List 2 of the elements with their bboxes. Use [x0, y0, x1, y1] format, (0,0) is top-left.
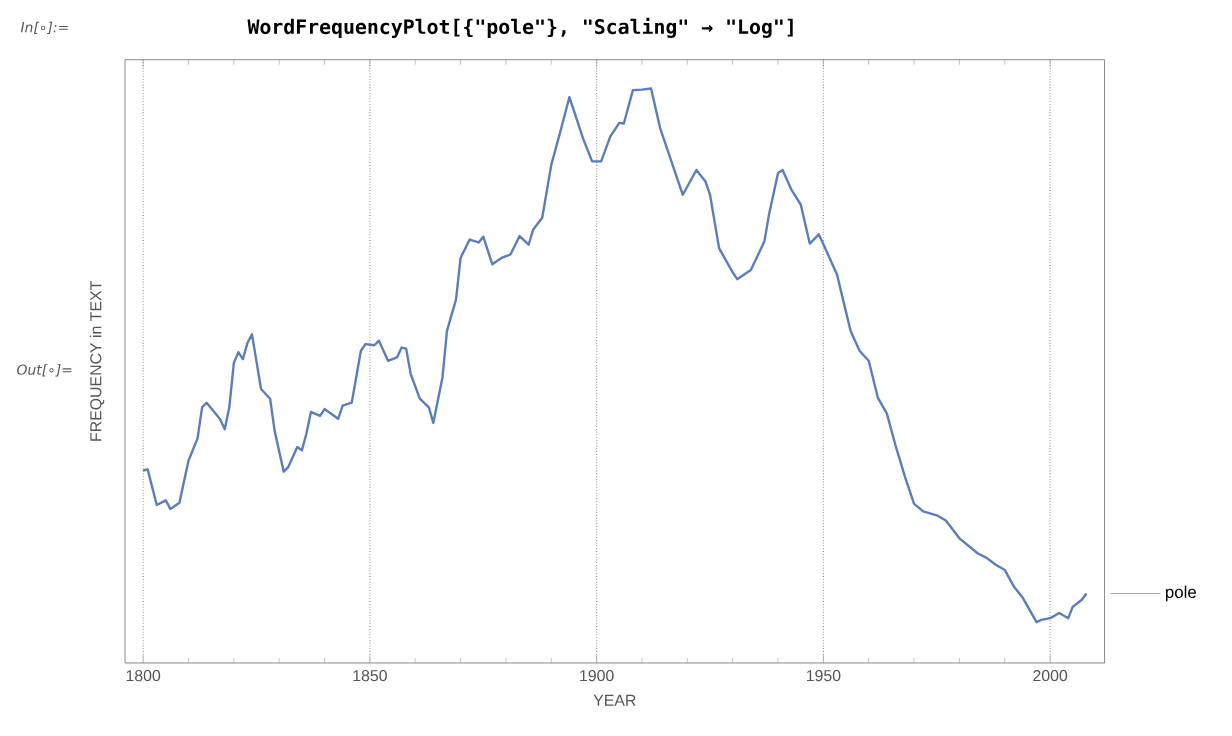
chart-title: WordFrequencyPlot[{"pole"}, "Scaling" → "Log"] — [247, 17, 793, 38]
text: pole — [1165, 585, 1196, 601]
